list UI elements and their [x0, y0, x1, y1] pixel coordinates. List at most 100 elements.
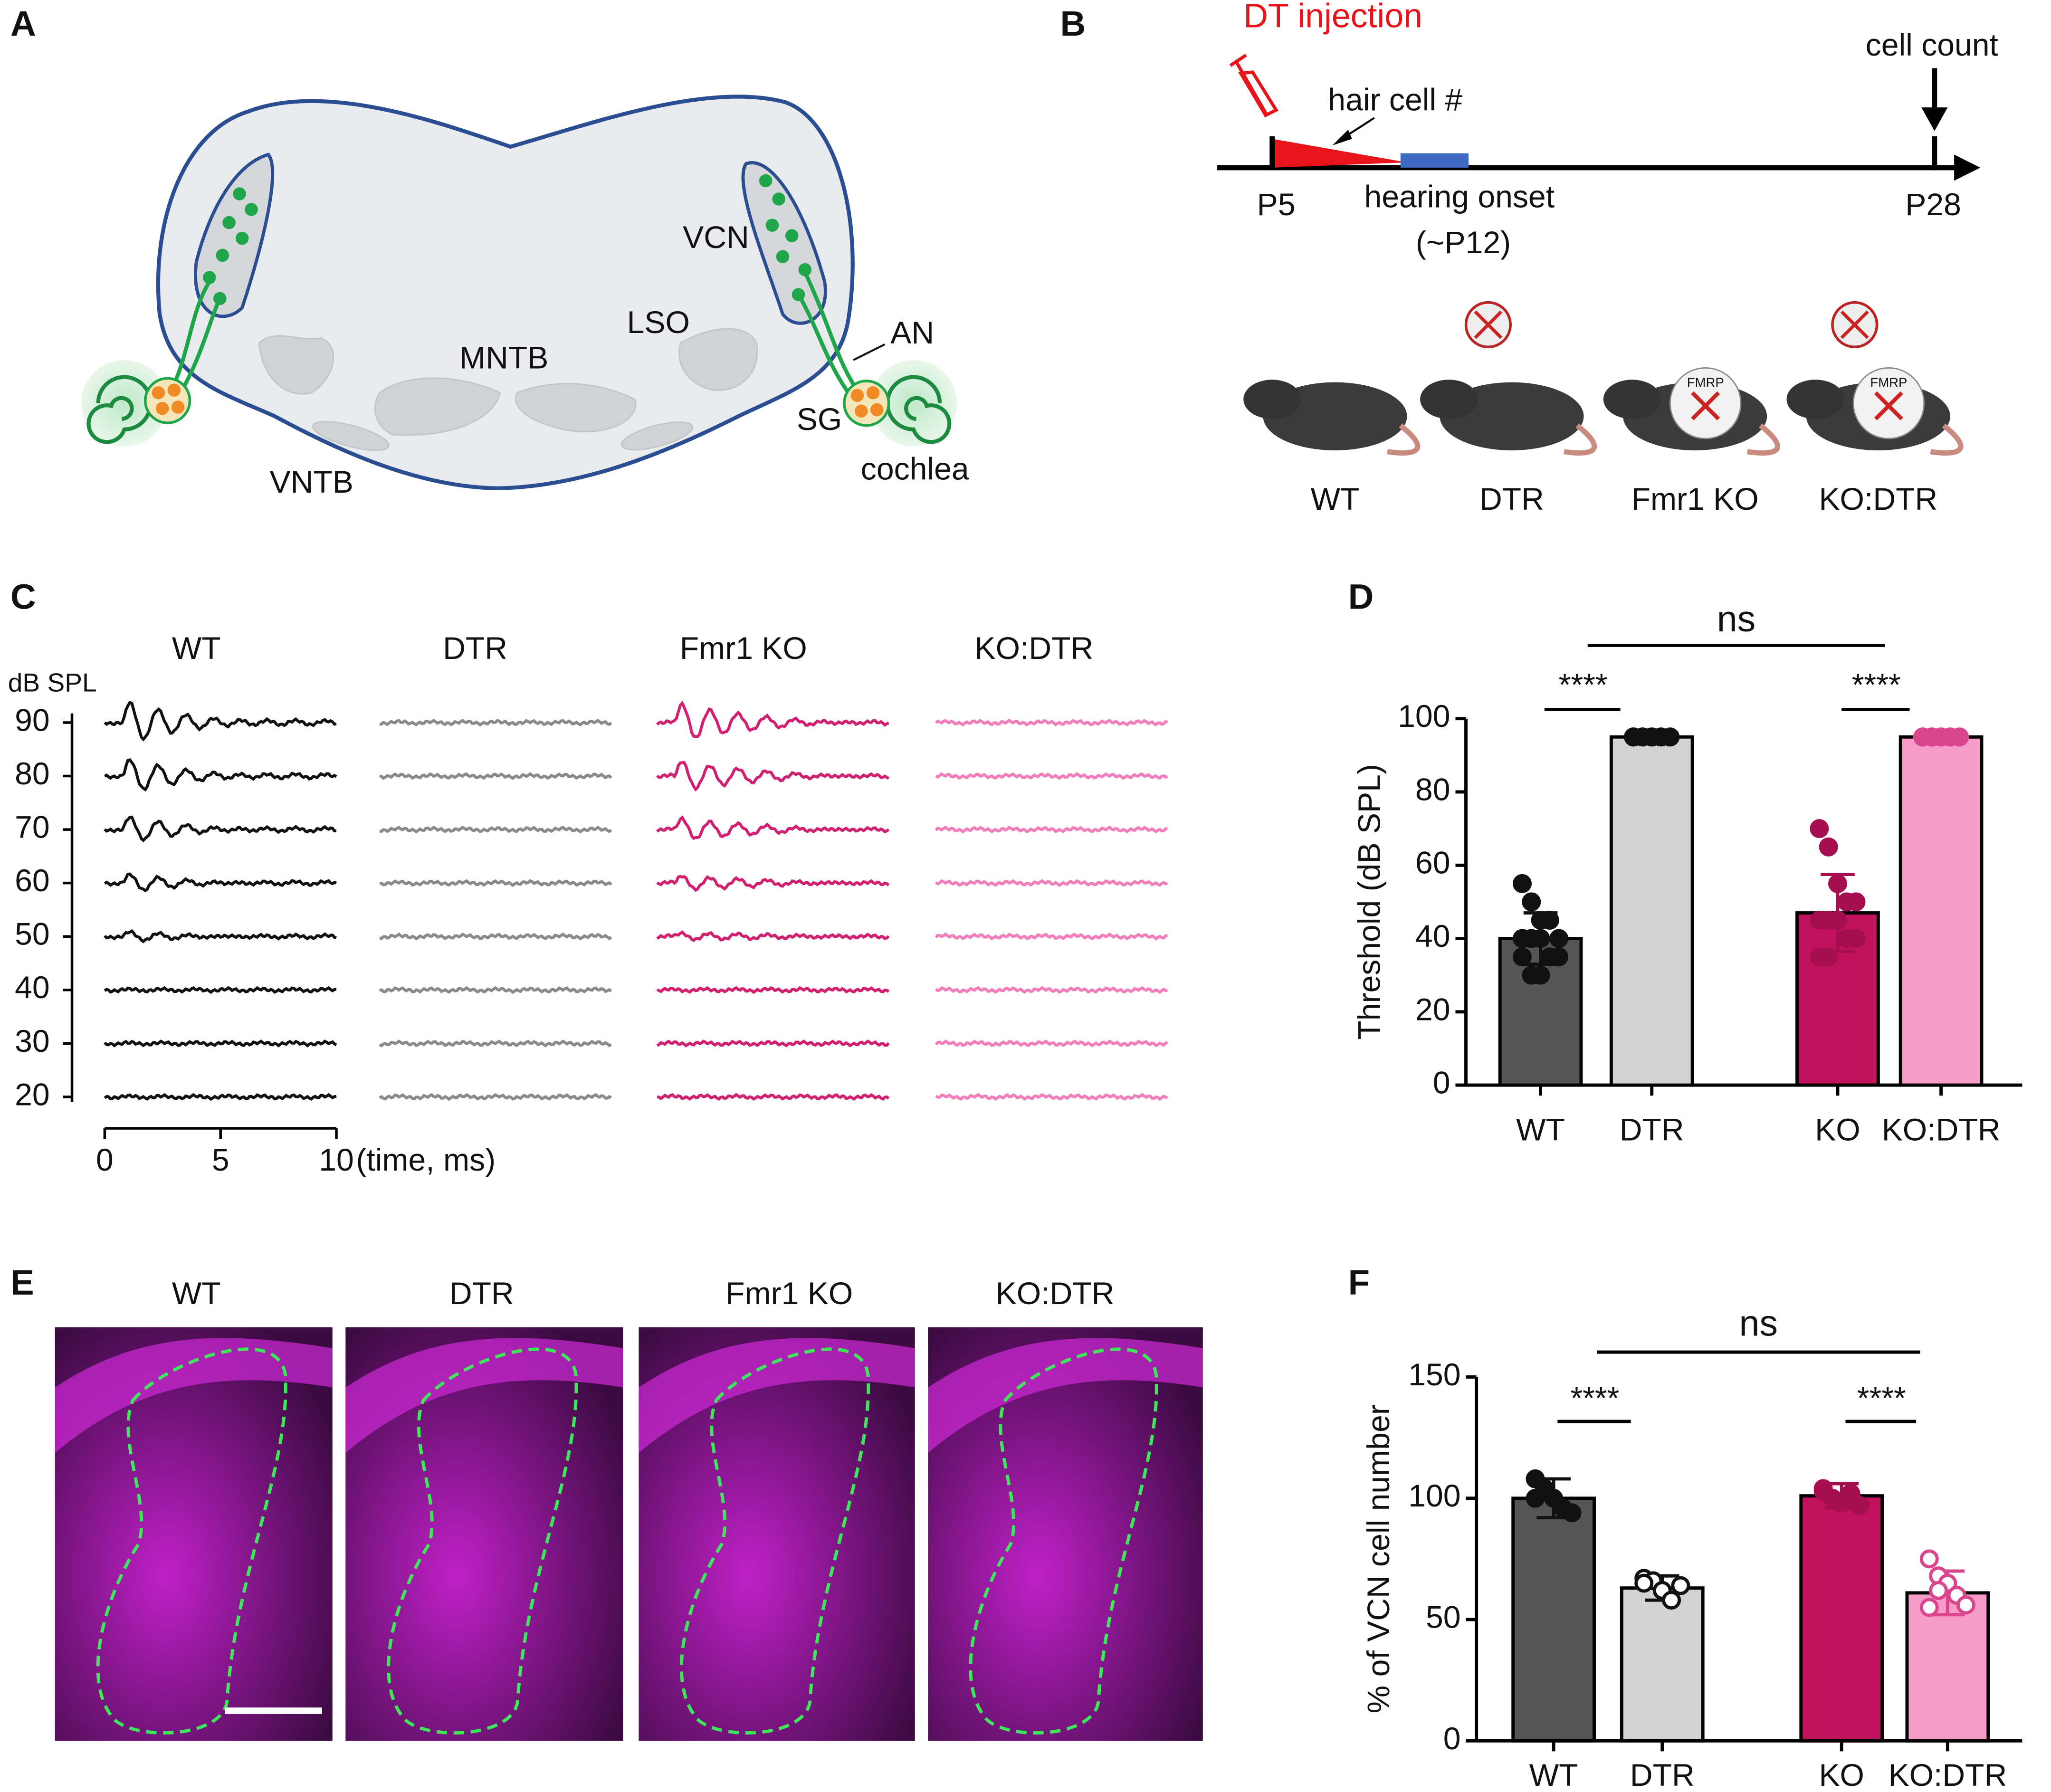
- hair-cell-label: hair cell #: [1328, 83, 1462, 118]
- band: [55, 1338, 333, 1453]
- bar: [1898, 735, 1984, 1087]
- data-point: [1828, 874, 1847, 893]
- group-label: WT: [172, 631, 221, 666]
- data-point: [1919, 1598, 1939, 1617]
- data-point: [1810, 819, 1829, 839]
- abr-trace: [104, 1039, 337, 1048]
- x-tick-label: WT: [1529, 1758, 1578, 1792]
- bar: [1799, 1494, 1884, 1743]
- y-tick-label: 150: [1408, 1357, 1460, 1392]
- abr-trace: [656, 986, 890, 994]
- panel-label: F: [1348, 1263, 1370, 1302]
- mouse-tail: [1387, 423, 1421, 456]
- sig-label: ns: [1717, 599, 1755, 639]
- data-point: [1919, 1549, 1939, 1569]
- abr-trace: [935, 718, 1168, 727]
- mouse-head: [1786, 380, 1844, 419]
- data-point: [1819, 947, 1838, 967]
- abr-trace: [379, 718, 612, 727]
- data-point: [1950, 727, 1969, 747]
- abr-trace: [379, 879, 612, 887]
- y-tick-label: 80: [1415, 772, 1450, 807]
- abr-trace: [379, 1039, 612, 1048]
- abr-trace: [935, 986, 1168, 994]
- mouse-tail: [1747, 423, 1780, 456]
- y-tick-label: 60: [15, 863, 50, 898]
- data-point: [1846, 892, 1866, 912]
- data-point: [1540, 910, 1559, 930]
- y-tick-label: 80: [15, 756, 50, 791]
- y-tick-label: 30: [15, 1024, 50, 1059]
- abr-trace: [935, 1093, 1168, 1101]
- data-point: [1549, 947, 1569, 967]
- abr-trace: [379, 772, 612, 780]
- data-point: [1956, 1595, 1975, 1615]
- abr-trace: [379, 932, 612, 941]
- x-tick-label: 5: [212, 1143, 229, 1178]
- region-label: MNTB: [459, 340, 548, 375]
- region-label: VNTB: [270, 465, 353, 500]
- y-axis-label: Threshold (dB SPL): [1352, 764, 1387, 1040]
- x-unit: (time, ms): [356, 1143, 496, 1178]
- mouse-tail: [1930, 423, 1964, 456]
- abr-trace: [104, 929, 337, 944]
- data-point: [1513, 874, 1532, 893]
- panel-label: C: [10, 577, 36, 617]
- y-tick-label: 70: [15, 810, 50, 845]
- bar: [1905, 1591, 1990, 1743]
- ear-x: [1840, 310, 1869, 339]
- data-point: [1841, 1484, 1860, 1503]
- band: [345, 1338, 623, 1453]
- bar: [1620, 1586, 1705, 1743]
- onset-age: (~P12): [1416, 225, 1511, 260]
- region-label: VCN: [683, 220, 749, 255]
- mouse-head: [1243, 380, 1301, 419]
- abr-trace: [656, 761, 890, 792]
- y-axis-label: % of VCN cell number: [1361, 1404, 1396, 1713]
- group-label: WT: [1311, 482, 1360, 517]
- group-label: KO:DTR: [975, 631, 1094, 666]
- data-point: [1819, 837, 1838, 857]
- x-tick-label: 0: [96, 1143, 114, 1178]
- data-point: [1549, 929, 1569, 948]
- y-tick-label: 60: [1415, 846, 1450, 881]
- data-point: [1813, 1481, 1833, 1501]
- y-tick-label: 0: [1433, 1066, 1450, 1101]
- y-tick-label: 40: [1415, 919, 1450, 954]
- abr-trace: [379, 825, 612, 834]
- abr-trace: [379, 1093, 612, 1101]
- region-label: cochlea: [861, 451, 969, 486]
- vcn-outline: [96, 1347, 287, 1735]
- abr-trace: [104, 1093, 337, 1101]
- band: [639, 1338, 915, 1453]
- age-label: P5: [1257, 187, 1296, 222]
- x-tick-label: 10: [319, 1143, 354, 1178]
- data-point: [1662, 1591, 1681, 1610]
- micrographs: WT DTR Fmr1 KO KO:DTR: [55, 1276, 1203, 1741]
- abr-trace: [104, 758, 337, 792]
- data-point: [1922, 727, 1942, 747]
- group-label: WT: [172, 1276, 221, 1311]
- ear-x: [1474, 310, 1503, 339]
- abr-trace: [935, 879, 1168, 887]
- data-point: [1660, 727, 1680, 747]
- data-point: [1828, 910, 1847, 930]
- vcn-outline: [387, 1347, 578, 1735]
- data-point: [1513, 947, 1532, 967]
- y-tick-label: 100: [1398, 699, 1450, 734]
- x-tick-label: KO: [1819, 1758, 1864, 1792]
- fmrp-x: [1691, 391, 1720, 420]
- y-tick-label: 50: [1426, 1600, 1461, 1635]
- vcn-outline: [679, 1347, 870, 1735]
- y-tick-label: 40: [15, 970, 50, 1005]
- sig-label: ns: [1739, 1303, 1778, 1344]
- sig-label: ****: [1857, 1381, 1906, 1416]
- group-label: DTR: [443, 631, 507, 666]
- mouse-head: [1603, 380, 1661, 419]
- abr-trace: [104, 701, 337, 742]
- x-tick-label: KO:DTR: [1888, 1758, 2007, 1792]
- region-label: SG: [797, 402, 842, 437]
- timeline: [1217, 54, 1981, 181]
- data-point: [1671, 1576, 1690, 1595]
- x-tick-label: DTR: [1630, 1758, 1695, 1792]
